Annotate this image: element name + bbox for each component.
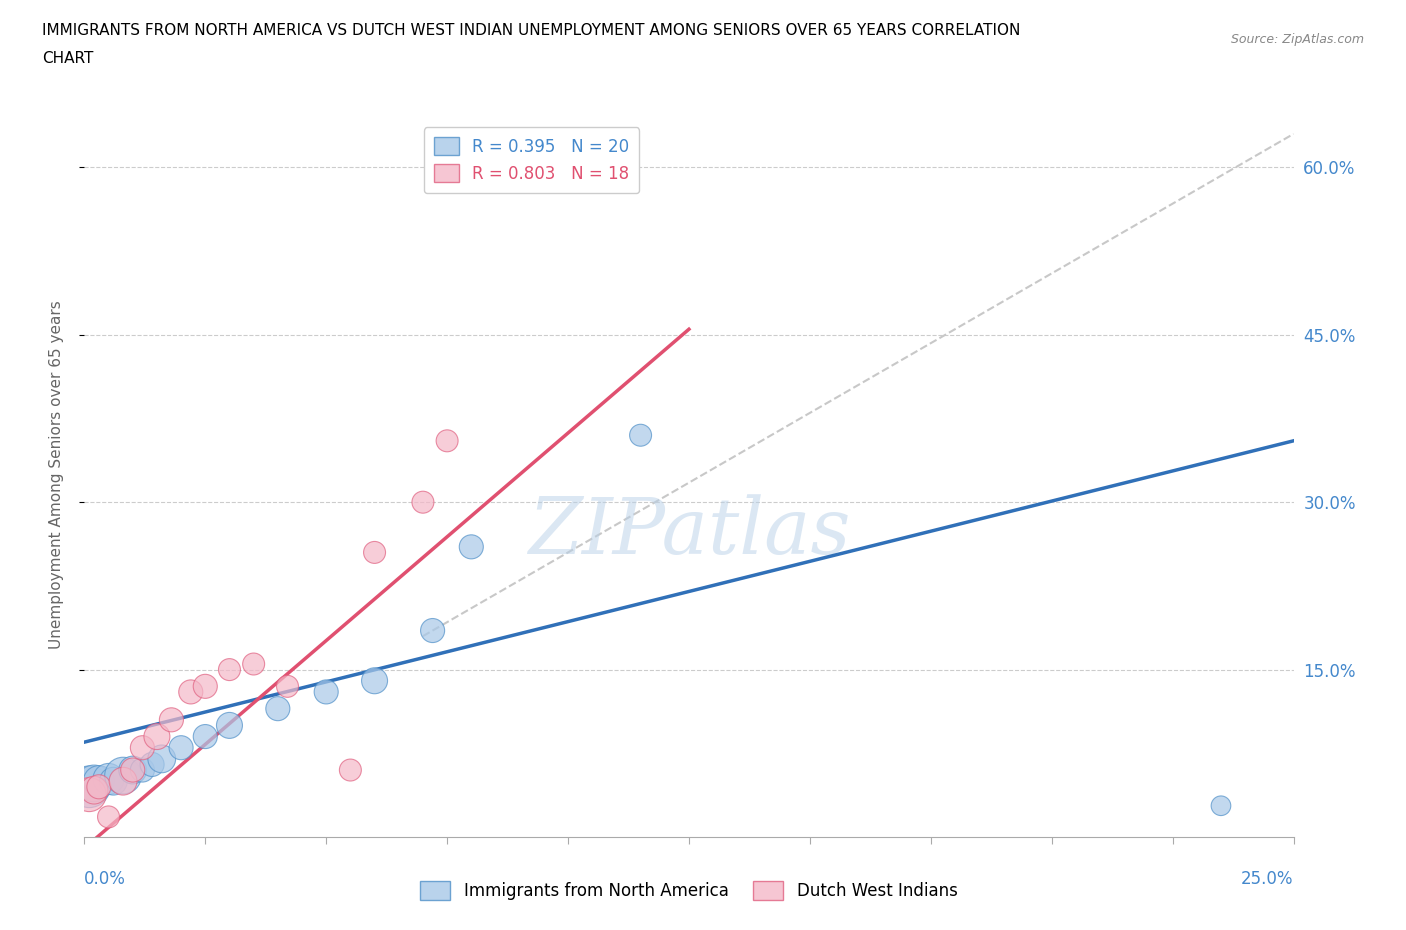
Point: [103, 774, 125, 789]
Point: [83, 776, 105, 790]
Point: [194, 729, 217, 744]
Point: [180, 684, 202, 699]
Point: [97, 772, 120, 787]
Text: Source: ZipAtlas.com: Source: ZipAtlas.com: [1230, 33, 1364, 46]
Point: [170, 740, 193, 755]
Text: 0.0%: 0.0%: [84, 870, 127, 887]
Point: [87, 779, 110, 794]
Point: [422, 623, 444, 638]
Text: ZIPatlas: ZIPatlas: [527, 494, 851, 570]
Point: [630, 428, 652, 443]
Point: [363, 545, 385, 560]
Point: [87, 774, 110, 789]
Point: [276, 679, 298, 694]
Point: [83, 783, 105, 798]
Text: CHART: CHART: [42, 51, 94, 66]
Point: [218, 662, 240, 677]
Point: [112, 768, 135, 783]
Legend: Immigrants from North America, Dutch West Indians: Immigrants from North America, Dutch Wes…: [412, 873, 966, 909]
Point: [436, 433, 458, 448]
Point: [242, 657, 264, 671]
Text: 25.0%: 25.0%: [1241, 870, 1294, 887]
Point: [1209, 798, 1232, 813]
Point: [77, 779, 100, 794]
Text: IMMIGRANTS FROM NORTH AMERICA VS DUTCH WEST INDIAN UNEMPLOYMENT AMONG SENIORS OV: IMMIGRANTS FROM NORTH AMERICA VS DUTCH W…: [42, 23, 1021, 38]
Point: [150, 751, 173, 766]
Y-axis label: Unemployment Among Seniors over 65 years: Unemployment Among Seniors over 65 years: [49, 300, 63, 649]
Point: [121, 763, 143, 777]
Point: [412, 495, 434, 510]
Point: [160, 712, 183, 727]
Point: [315, 684, 337, 699]
Point: [141, 757, 163, 772]
Point: [131, 763, 153, 777]
Point: [363, 673, 385, 688]
Point: [218, 718, 240, 733]
Point: [112, 774, 135, 789]
Point: [194, 679, 217, 694]
Point: [460, 539, 482, 554]
Point: [77, 787, 100, 802]
Point: [267, 701, 290, 716]
Point: [339, 763, 361, 777]
Point: [97, 809, 120, 824]
Point: [146, 729, 169, 744]
Point: [131, 740, 153, 755]
Point: [121, 763, 143, 777]
